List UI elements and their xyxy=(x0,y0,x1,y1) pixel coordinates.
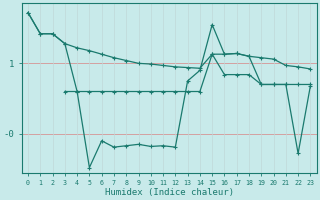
X-axis label: Humidex (Indice chaleur): Humidex (Indice chaleur) xyxy=(105,188,234,197)
